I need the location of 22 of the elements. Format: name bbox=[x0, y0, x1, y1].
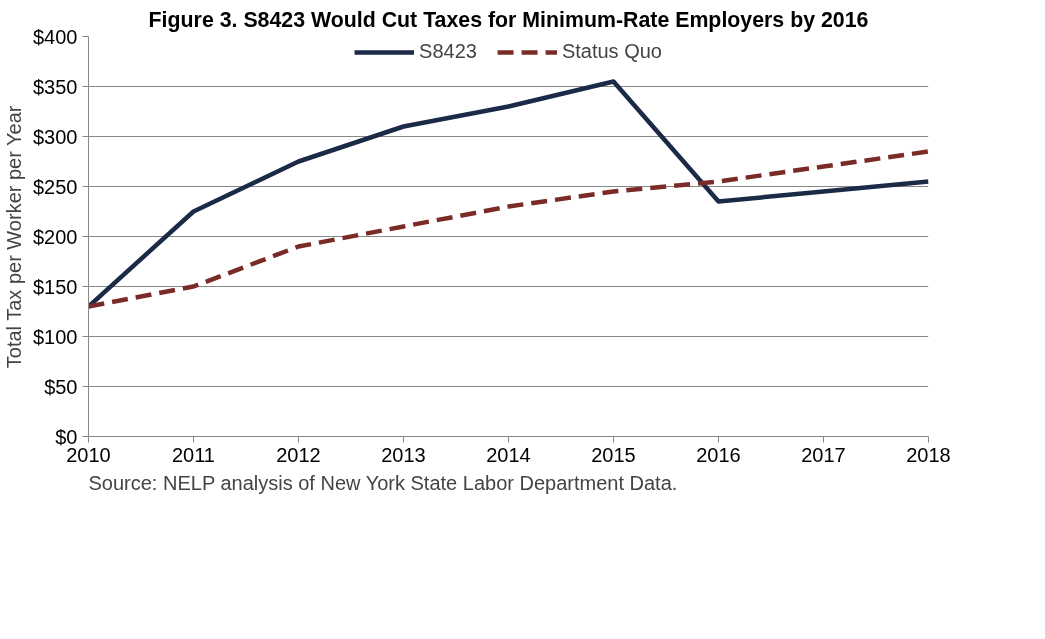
line-series bbox=[88, 149, 929, 309]
x-tick-label: 2017 bbox=[801, 443, 846, 466]
y-tick-label: $400 bbox=[33, 25, 78, 48]
y-tick-label: $50 bbox=[44, 375, 78, 398]
y-axis-title: Total Tax per Worker per Year bbox=[3, 105, 26, 369]
chart-title: Figure 3. S8423 Would Cut Taxes for Minimum-Rate Employers by 2016 bbox=[148, 7, 869, 32]
y-tick-label: $150 bbox=[33, 275, 78, 298]
x-tick-label: 2014 bbox=[486, 443, 531, 466]
x-tick-label: 2013 bbox=[381, 443, 426, 466]
x-tick-label: 2016 bbox=[696, 443, 741, 466]
legend-label: S8423 bbox=[419, 40, 477, 63]
y-tick-label: $200 bbox=[33, 225, 78, 248]
y-tick-label: $350 bbox=[33, 75, 78, 98]
y-tick-label: $300 bbox=[33, 125, 78, 148]
y-tick-label: $100 bbox=[33, 325, 78, 348]
x-tick-label: 2015 bbox=[591, 443, 636, 466]
y-tick-label: $250 bbox=[33, 175, 78, 198]
source-note: Source: NELP analysis of New York State Labor Department Data. bbox=[88, 471, 678, 494]
x-tick-label: 2012 bbox=[276, 443, 321, 466]
legend-label: Status Quo bbox=[561, 40, 662, 63]
x-tick-label: 2011 bbox=[172, 443, 216, 466]
x-tick-label: 2018 bbox=[906, 443, 951, 466]
